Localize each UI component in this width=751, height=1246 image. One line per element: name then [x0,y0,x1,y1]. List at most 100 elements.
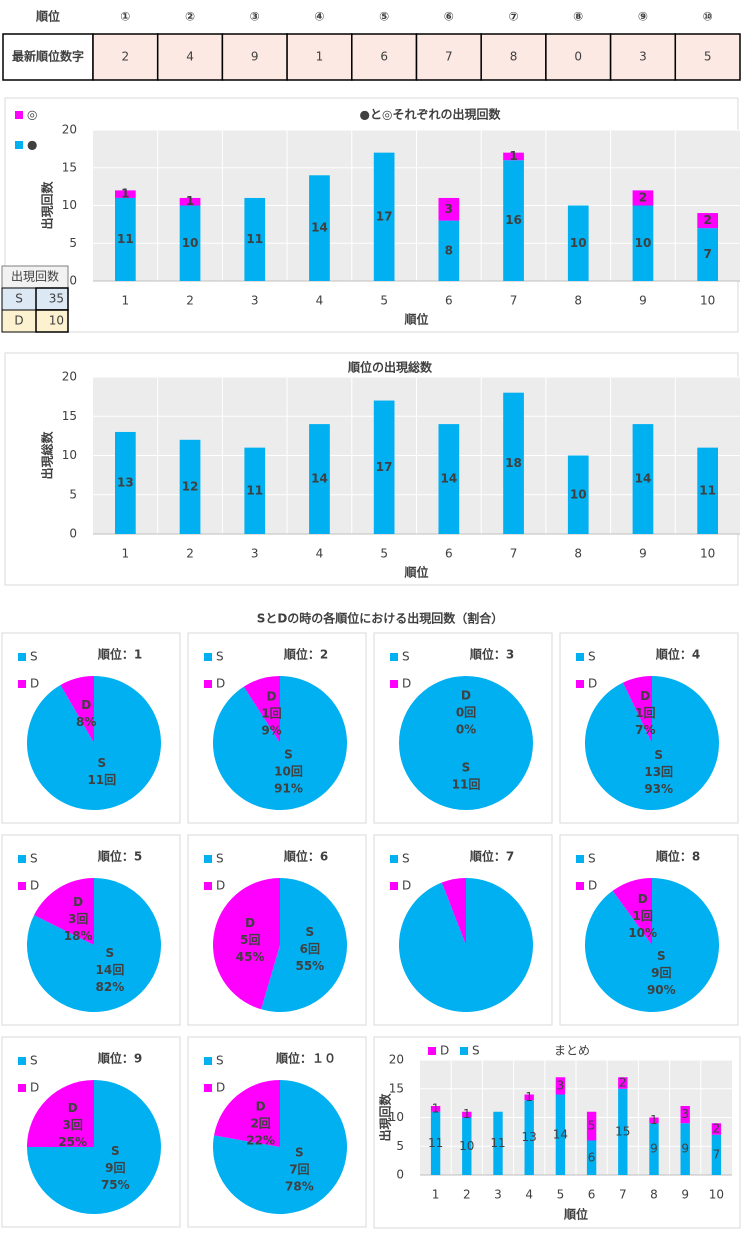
x-axis-label: 順位 [403,565,428,580]
slice-label: 6回 [300,942,320,956]
x-tick-label: 6 [445,294,453,308]
bar-segment [680,1123,690,1175]
slice-label: D [461,688,471,702]
pie-slice [27,676,162,810]
header-cell: ⑩ [703,10,713,24]
latest-digit: 7 [445,50,453,64]
bar-segment [524,1094,534,1101]
x-tick-label: 1 [122,547,130,561]
slice-label: S [284,747,293,761]
x-tick-label: 5 [557,1188,565,1202]
legend-swatch [18,1057,26,1065]
y-axis-label: 出現回数 [378,1093,393,1142]
chart-title: 順位の出現総数 [347,360,433,375]
legend-label: S [402,852,410,866]
bar [179,439,201,534]
bar-segment [179,205,201,281]
y-axis-label: 出現総数 [40,431,55,480]
data-label: 11 [428,1136,443,1150]
data-label: 11 [490,1136,505,1150]
slice-label: 7% [635,723,655,737]
legend-label: S [402,650,410,664]
slice-label: 13回 [644,765,673,779]
slice-label: 90% [647,983,676,997]
legend-label: S [30,1054,38,1068]
data-label: 5 [588,1119,596,1133]
bar [697,447,719,534]
data-label: 18 [505,456,522,470]
header-cell: ④ [314,10,324,24]
bar-segment [632,190,654,206]
legend-swatch [390,653,398,661]
slice-label: D [81,698,91,712]
pie-title: 順位：3 [469,647,514,662]
legend-swatch [204,680,212,688]
legend-swatch [204,855,212,863]
x-tick-label: 7 [619,1188,627,1202]
bar-segment [711,1123,722,1135]
y-tick-label: 0 [396,1168,404,1182]
legend-swatch [204,1084,212,1092]
bar-segment [618,1077,628,1089]
bar-segment [244,197,266,281]
bar-segment [697,213,719,229]
latest-digit: 9 [251,50,259,64]
legend-label: S [588,852,596,866]
slice-label: D [638,892,648,906]
data-label: 12 [182,479,199,493]
slice-label: 10回 [274,764,303,778]
x-tick-label: 4 [316,294,324,308]
data-label: 3 [557,1078,565,1092]
x-tick-label: 8 [574,294,582,308]
slice-label: 2回 [250,1116,270,1130]
data-label: 11 [246,232,263,246]
x-tick-label: 6 [588,1188,596,1202]
bar-segment [430,1111,441,1175]
pie-slice [27,878,162,1012]
slice-label: 1回 [261,707,281,721]
data-label: 8 [445,243,453,257]
data-label: 14 [440,472,457,486]
legend-label: D [30,677,39,691]
data-label: 9 [650,1142,658,1156]
slice-label: 75% [101,1178,130,1192]
bar [438,424,460,534]
bar-segment [373,152,395,281]
pie-slice [622,676,652,743]
x-tick-label: 4 [525,1188,533,1202]
pie-slice [399,676,533,810]
slice-label: 0% [456,722,476,736]
pie-title: 順位：１０ [275,1051,336,1066]
slice-label: 11回 [87,773,116,787]
latest-digit: 1 [316,50,324,64]
bar-segment [632,205,654,281]
pie-title: 順位：5 [97,849,142,864]
data-label: 10 [635,236,652,250]
data-label: 1 [509,149,517,163]
pie-slice [584,878,719,1012]
legend-swatch [18,855,26,863]
y-tick-label: 5 [69,487,77,501]
pie-slice [34,878,94,945]
slice-label: 93% [644,782,673,796]
legend-swatch [204,653,212,661]
data-label: 3 [445,202,453,216]
legend-label: D [402,677,411,691]
table-cell [351,33,418,81]
bar-segment [462,1117,472,1175]
slice-label: 11回 [452,778,481,792]
latest-digit: 2 [122,50,130,64]
data-label: 7 [703,247,711,261]
slice-label: D [256,1099,266,1113]
slice-label: 3回 [63,1118,83,1132]
y-tick-label: 0 [69,274,77,288]
legend-label: D [588,677,597,691]
bar-segment [567,205,589,281]
slice-label: 82% [96,980,125,994]
x-tick-label: 10 [700,294,715,308]
bar-segment [680,1106,690,1124]
x-tick-label: 3 [251,547,259,561]
table-cell [415,33,482,81]
x-tick-label: 5 [380,294,388,308]
pie-title: 順位：4 [655,647,700,662]
